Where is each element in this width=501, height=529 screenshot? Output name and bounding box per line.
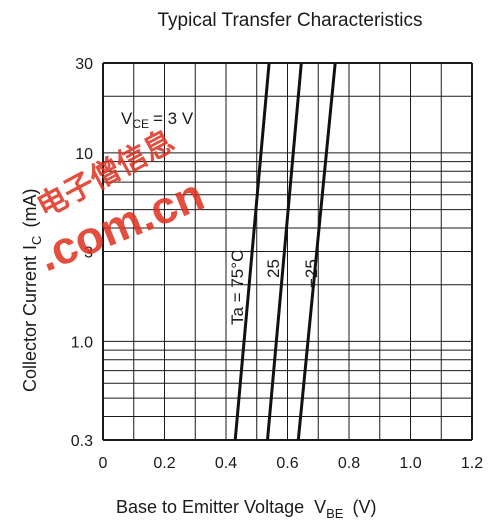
x-axis-label: Base to Emitter Voltage VBE (V) [116,497,376,521]
x-tick-label: 1.0 [399,455,421,472]
y-tick-label: 1.0 [71,334,93,351]
vce-condition: VCE = 3 V [121,109,194,131]
x-tick-label: 0.2 [153,455,175,472]
y-tick-label: 0.3 [71,433,93,450]
series-label-m25: −25 [302,259,321,288]
series-line-1 [266,62,303,441]
y-tick-label: 10 [75,146,93,163]
x-tick-label: 0.6 [276,455,298,472]
series-label-25: 25 [264,259,283,278]
curves [233,62,337,441]
watermark: 电子僧信息 .com.cn [30,124,211,282]
x-tick-label: 0.8 [338,455,360,472]
x-tick-label: 1.2 [461,455,483,472]
y-tick-labels: 0.3 1.0 3 10 30 [71,56,93,450]
y-axis-label: Collector CurrentIC(mA) [20,189,44,392]
x-tick-label: 0.4 [215,455,237,472]
series-line-2 [296,62,337,441]
y-tick-label: 3 [84,245,93,262]
series-label-75: Ta = 75°C [228,250,247,325]
series-line-0 [233,62,271,441]
y-tick-label: 30 [75,56,93,73]
chart-title: Typical Transfer Characteristics [157,10,422,31]
x-tick-label: 0 [99,455,108,472]
x-tick-labels: 0 0.2 0.4 0.6 0.8 1.0 1.2 [99,455,484,472]
